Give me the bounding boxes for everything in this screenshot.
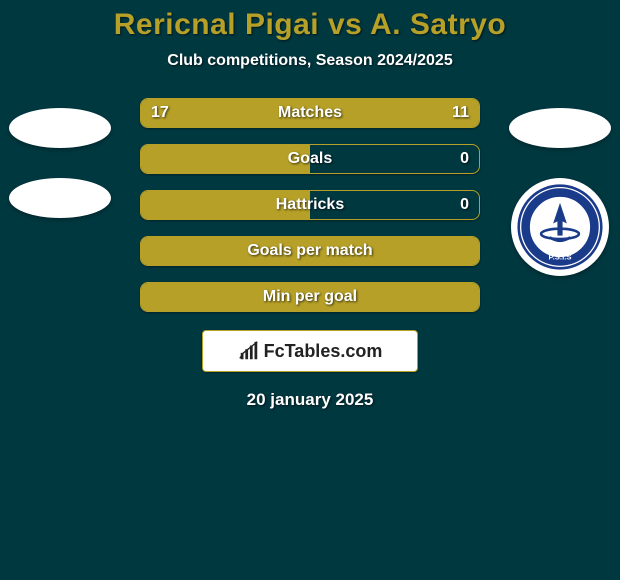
stat-bar: 1711Matches <box>140 98 480 128</box>
attribution-text: FcTables.com <box>264 341 383 362</box>
stat-bar-left-fill <box>141 283 479 311</box>
stat-bar-left-fill <box>141 237 479 265</box>
stat-bar-left-fill <box>141 99 346 127</box>
left-badges-column <box>0 98 120 218</box>
stat-bar-left-fill <box>141 145 310 173</box>
stat-bar-left-fill <box>141 191 310 219</box>
club-badge-text: P.S.I.S <box>548 253 571 262</box>
stat-left-value: 17 <box>151 104 169 122</box>
stat-right-value: 0 <box>460 150 469 168</box>
page-title: Rericnal Pigai vs A. Satryo <box>0 8 620 42</box>
page-subtitle: Club competitions, Season 2024/2025 <box>0 52 620 70</box>
stat-right-value: 11 <box>452 104 469 122</box>
player-badge-placeholder <box>9 108 111 148</box>
stats-bars: 1711Matches0Goals0HattricksGoals per mat… <box>120 98 500 312</box>
right-badges-column: P.S.I.S <box>500 98 620 276</box>
stat-bar: 0Goals <box>140 144 480 174</box>
stat-bar: Min per goal <box>140 282 480 312</box>
shield-icon: P.S.I.S <box>517 184 603 270</box>
stat-bar: Goals per match <box>140 236 480 266</box>
player-badge-placeholder <box>509 108 611 148</box>
psis-club-badge: P.S.I.S <box>511 178 609 276</box>
stat-bar: 0Hattricks <box>140 190 480 220</box>
content-row: 1711Matches0Goals0HattricksGoals per mat… <box>0 98 620 312</box>
attribution-badge[interactable]: FcTables.com <box>202 330 418 372</box>
club-badge-placeholder <box>9 178 111 218</box>
date-text: 20 january 2025 <box>0 390 620 410</box>
comparison-card: Rericnal Pigai vs A. Satryo Club competi… <box>0 0 620 410</box>
chart-icon <box>238 340 260 362</box>
stat-right-value: 0 <box>460 196 469 214</box>
